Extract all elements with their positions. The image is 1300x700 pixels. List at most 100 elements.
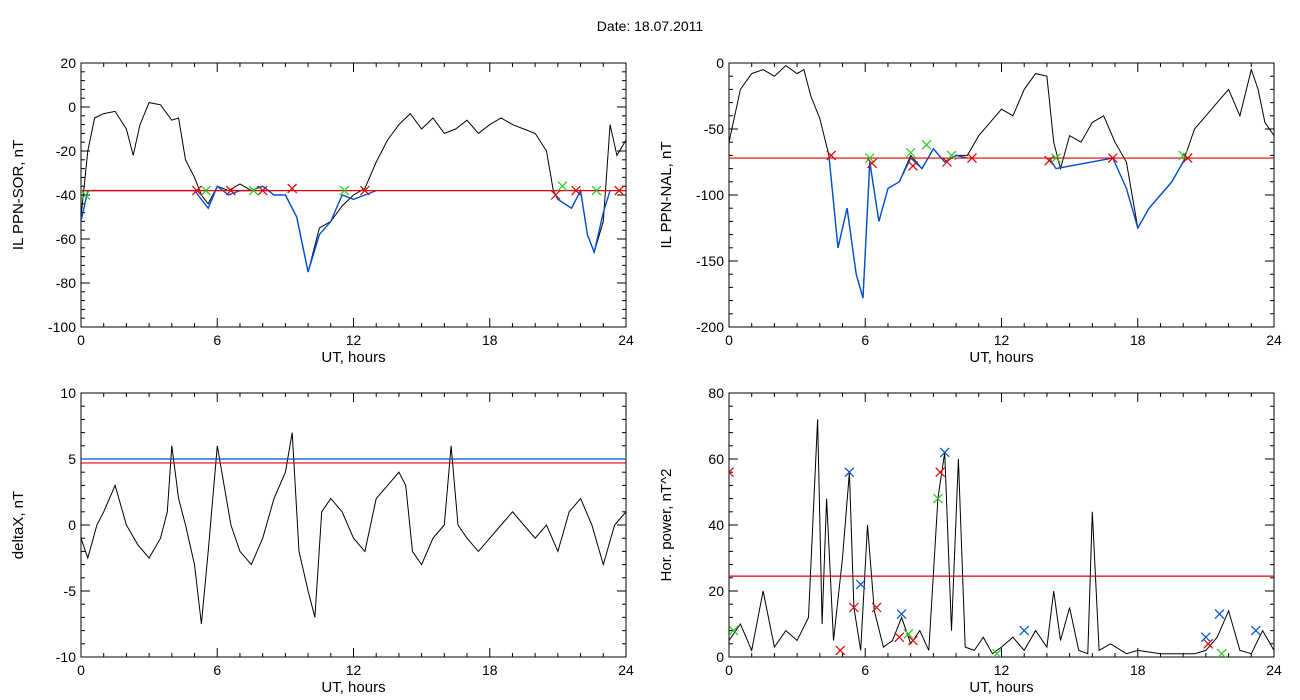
y-tick-label: -50	[704, 121, 724, 137]
event-marker	[942, 157, 952, 167]
x-tick-label: 18	[1130, 662, 1146, 678]
y-tick-label: -80	[56, 275, 76, 291]
event-marker	[1107, 153, 1118, 163]
y-tick-label: -10	[56, 649, 76, 665]
event-marker	[826, 150, 837, 161]
event-marker	[591, 185, 602, 196]
x-tick-label: 6	[213, 662, 221, 678]
panel-p1: 0 6 12 18 24 -100 -80 -60 -40 -20 0 20 UT, hours IL P…	[10, 55, 634, 366]
event-marker	[225, 185, 236, 196]
y-tick-label: 10	[60, 385, 76, 401]
event-marker	[550, 190, 561, 200]
x-tick-label: 0	[77, 332, 85, 348]
y-tick-label: -100	[48, 319, 76, 335]
x-tick-label: 0	[77, 662, 85, 678]
y-tick-label: -150	[696, 253, 724, 269]
x-tick-label: 6	[213, 332, 221, 348]
y-axis-label: IL PPN-SOR, nT	[10, 140, 27, 250]
event-marker	[932, 493, 943, 504]
event-marker	[200, 185, 211, 196]
y-tick-label: 20	[708, 583, 724, 599]
event-marker	[848, 602, 859, 613]
y-tick-label: 40	[708, 517, 724, 533]
y-tick-label: 0	[68, 517, 76, 533]
event-marker	[992, 648, 1002, 657]
event-marker	[339, 185, 350, 196]
event-marker	[1019, 625, 1030, 636]
event-marker	[935, 467, 946, 478]
series-line-0	[729, 419, 1274, 655]
event-marker	[864, 153, 875, 163]
event-marker	[257, 185, 268, 196]
x-tick-label: 12	[994, 662, 1010, 678]
x-tick-label: 12	[994, 332, 1010, 348]
event-marker	[191, 185, 202, 196]
event-marker	[1044, 155, 1055, 166]
x-tick-label: 18	[1130, 332, 1146, 348]
event-marker	[1178, 150, 1189, 161]
plot-frame	[728, 392, 1275, 658]
series-line-1	[828, 147, 968, 299]
x-tick-label: 24	[1266, 662, 1282, 678]
event-marker	[1200, 632, 1211, 643]
y-tick-label: 0	[68, 99, 76, 115]
y-tick-label: 80	[708, 385, 724, 401]
plot-frame	[728, 62, 1275, 328]
event-marker	[903, 628, 914, 639]
series-line-0	[81, 432, 626, 625]
event-marker	[248, 185, 259, 196]
panel-p2: 0 6 12 18 24 -200 -150 -100 -50 0 UT, hours IL PPN-…	[658, 55, 1282, 366]
event-marker	[557, 181, 568, 192]
series-line-2	[1048, 157, 1187, 230]
series-line-0	[729, 64, 1274, 299]
event-marker	[1182, 153, 1193, 163]
page-title: Date: 18.07.2011	[596, 18, 704, 34]
x-axis-label: UT, hours	[969, 679, 1033, 696]
event-marker	[571, 185, 581, 196]
event-marker	[896, 609, 907, 620]
x-tick-label: 18	[482, 332, 498, 348]
plot-area	[81, 432, 626, 625]
event-marker	[729, 467, 734, 478]
y-tick-label: 5	[68, 451, 76, 467]
event-marker	[81, 190, 91, 200]
event-marker	[1216, 648, 1227, 657]
y-axis-label: IL PPN-NAL, nT	[658, 142, 675, 249]
plot-frame	[80, 392, 627, 658]
panel-p3: 0 6 12 18 24 -10 -5 0 5 10 UT, hours deltaX, nT	[10, 385, 634, 696]
event-marker	[921, 139, 932, 150]
x-axis-label: UT, hours	[969, 349, 1033, 366]
x-tick-label: 12	[346, 662, 362, 678]
y-tick-label: 0	[716, 649, 724, 665]
y-tick-label: -40	[56, 187, 76, 203]
y-tick-label: -200	[696, 319, 724, 335]
y-axis-label: Hor. power, nT^2	[658, 469, 675, 582]
x-tick-label: 0	[725, 332, 733, 348]
x-tick-label: 6	[861, 662, 869, 678]
event-marker	[287, 183, 298, 194]
event-marker	[908, 635, 918, 646]
y-tick-label: -20	[56, 143, 76, 159]
event-marker	[967, 153, 977, 163]
y-tick-label: 20	[60, 55, 76, 71]
event-marker	[1203, 638, 1214, 649]
series-line-2	[552, 188, 611, 255]
event-marker	[867, 158, 877, 169]
event-marker	[729, 625, 739, 636]
event-marker	[855, 579, 866, 590]
x-tick-label: 12	[346, 332, 362, 348]
event-marker	[871, 602, 882, 613]
series-line-1	[81, 185, 377, 273]
y-tick-label: 60	[708, 451, 724, 467]
event-marker	[1051, 153, 1061, 163]
plot-area	[729, 419, 1274, 657]
x-axis-label: UT, hours	[321, 349, 385, 366]
panel-p4: 0 6 12 18 24 0 20 40 60 80 UT, hours Hor. power, nT…	[658, 385, 1282, 696]
x-tick-label: 24	[618, 662, 634, 678]
event-marker	[894, 632, 905, 643]
x-axis-label: UT, hours	[321, 679, 385, 696]
x-tick-label: 6	[861, 332, 869, 348]
x-tick-label: 0	[725, 662, 733, 678]
event-marker	[1250, 625, 1261, 636]
